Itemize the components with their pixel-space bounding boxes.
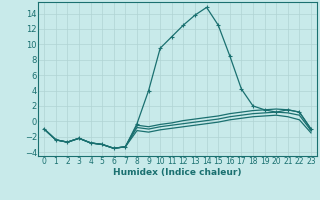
X-axis label: Humidex (Indice chaleur): Humidex (Indice chaleur) [113,168,242,177]
